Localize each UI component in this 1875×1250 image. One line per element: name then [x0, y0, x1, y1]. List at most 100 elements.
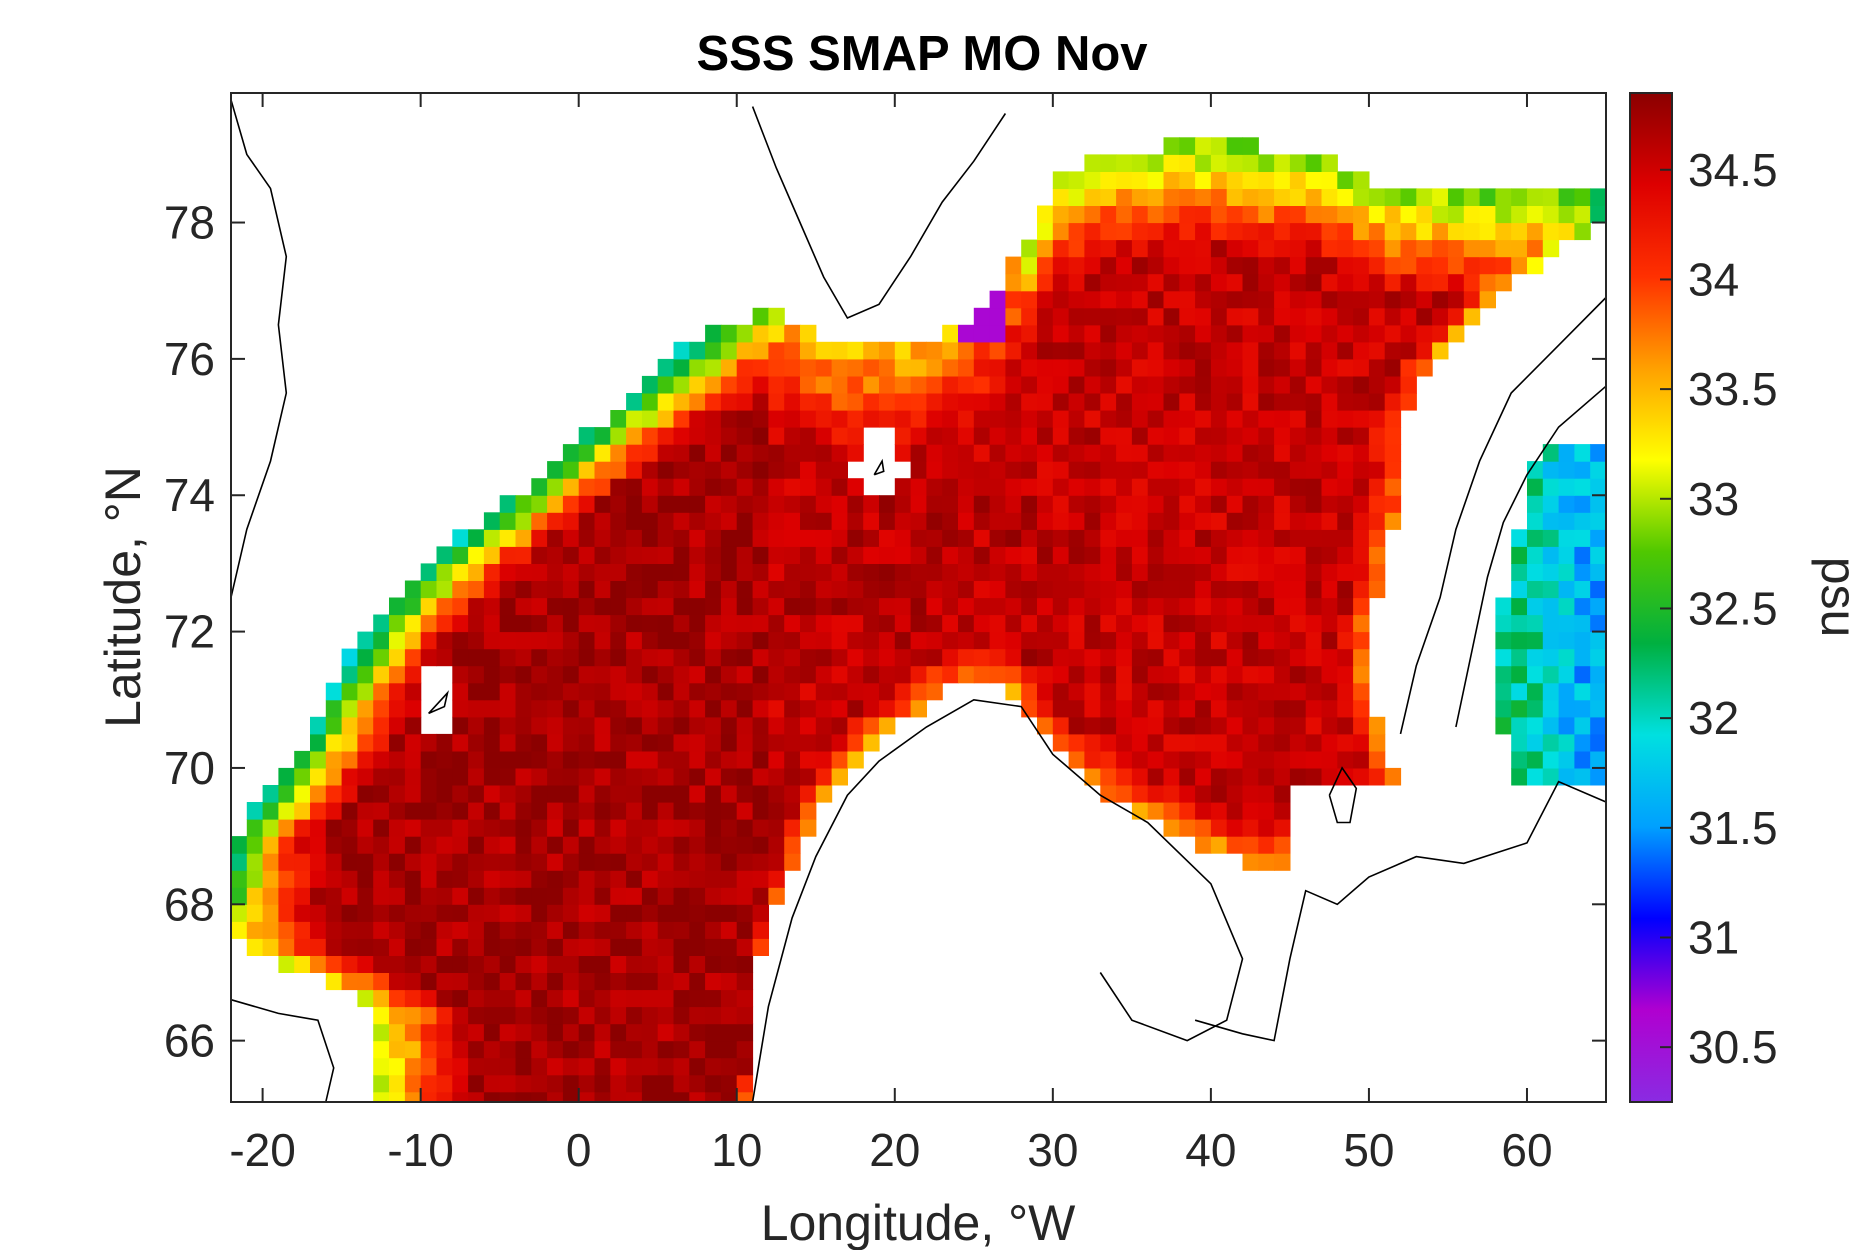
salinity-cell — [720, 853, 738, 871]
salinity-cell — [910, 631, 927, 650]
salinity-cell — [736, 716, 754, 735]
salinity-cell — [246, 853, 264, 871]
salinity-cell — [973, 512, 991, 530]
salinity-cell — [1258, 682, 1275, 701]
salinity-cell — [1574, 205, 1591, 224]
salinity-cell — [815, 767, 833, 786]
salinity-cell — [641, 853, 659, 871]
salinity-cell — [673, 597, 690, 616]
salinity-cell — [1258, 733, 1275, 752]
salinity-cell — [1116, 171, 1133, 189]
salinity-cell — [752, 324, 769, 343]
salinity-cell — [1542, 631, 1560, 650]
salinity-cell — [1242, 222, 1259, 241]
salinity-cell — [910, 648, 927, 667]
salinity-cell — [942, 495, 959, 513]
salinity-cell — [373, 938, 390, 956]
salinity-cell — [499, 955, 517, 973]
salinity-cell — [1337, 290, 1354, 309]
salinity-cell — [958, 614, 975, 633]
salinity-cell — [547, 631, 564, 650]
salinity-cell — [468, 529, 485, 547]
salinity-cell — [1021, 512, 1038, 530]
salinity-cell — [578, 767, 596, 786]
salinity-cell — [1495, 614, 1512, 633]
salinity-cell — [1210, 836, 1228, 854]
salinity-cell — [641, 375, 659, 394]
salinity-cell — [1274, 648, 1291, 667]
salinity-cell — [863, 682, 880, 701]
salinity-cell — [278, 870, 295, 888]
salinity-cell — [594, 478, 611, 496]
salinity-cell — [800, 478, 817, 496]
salinity-cell — [389, 750, 406, 769]
salinity-cell — [262, 853, 279, 871]
salinity-cell — [594, 1091, 611, 1103]
salinity-cell — [483, 597, 501, 616]
salinity-cell — [1210, 802, 1228, 820]
salinity-cell — [483, 904, 501, 922]
salinity-cell — [1368, 222, 1386, 241]
salinity-cell — [768, 307, 785, 326]
salinity-cell — [452, 1091, 469, 1103]
salinity-cell — [483, 716, 501, 735]
salinity-cell — [1179, 290, 1196, 309]
salinity-cell — [894, 529, 912, 547]
salinity-cell — [1416, 290, 1433, 309]
salinity-cell — [705, 393, 722, 411]
salinity-cell — [910, 665, 927, 684]
salinity-cell — [689, 870, 706, 888]
salinity-cell — [404, 750, 422, 769]
salinity-cell — [1242, 461, 1259, 479]
salinity-cell — [689, 716, 706, 735]
salinity-cell — [262, 887, 279, 905]
salinity-cell — [1037, 512, 1054, 530]
salinity-cell — [420, 938, 438, 956]
salinity-cell — [1068, 273, 1085, 292]
salinity-cell — [1179, 171, 1196, 189]
salinity-cell — [1131, 341, 1149, 360]
salinity-cell — [736, 853, 754, 871]
salinity-cell — [1195, 324, 1212, 343]
salinity-cell — [1179, 767, 1196, 786]
salinity-cell — [420, 580, 438, 599]
salinity-cell — [1305, 171, 1323, 189]
salinity-cell — [942, 375, 959, 394]
salinity-cell — [1258, 767, 1275, 786]
salinity-cell — [1179, 205, 1196, 224]
salinity-cell — [784, 495, 801, 513]
salinity-cell — [1195, 819, 1212, 837]
salinity-cell — [768, 529, 785, 547]
salinity-cell — [1163, 495, 1180, 513]
salinity-cell — [531, 682, 548, 701]
salinity-cell — [594, 938, 611, 956]
salinity-cell — [626, 682, 643, 701]
salinity-cell — [784, 375, 801, 394]
salinity-cell — [499, 614, 517, 633]
salinity-cell — [436, 767, 453, 786]
salinity-cell — [499, 1057, 517, 1076]
salinity-cell — [831, 631, 848, 650]
salinity-cell — [1068, 580, 1085, 599]
salinity-cell — [626, 836, 643, 854]
salinity-cell — [1131, 529, 1149, 547]
salinity-cell — [673, 512, 690, 530]
salinity-cell — [926, 358, 943, 377]
salinity-cell — [847, 682, 864, 701]
salinity-cell — [1274, 665, 1291, 684]
salinity-cell — [1179, 785, 1196, 803]
salinity-cell — [1084, 682, 1101, 701]
salinity-cell — [1368, 495, 1386, 513]
salinity-cell — [1037, 614, 1054, 633]
salinity-cell — [1384, 222, 1402, 241]
salinity-cell — [1068, 563, 1085, 581]
salinity-cell — [973, 427, 991, 445]
salinity-cell — [1242, 733, 1259, 752]
salinity-cell — [1400, 324, 1417, 343]
salinity-cell — [768, 512, 785, 530]
salinity-cell — [452, 563, 469, 581]
salinity-cell — [341, 887, 358, 905]
salinity-cell — [468, 904, 485, 922]
salinity-cell — [499, 836, 517, 854]
salinity-cell — [436, 563, 453, 581]
